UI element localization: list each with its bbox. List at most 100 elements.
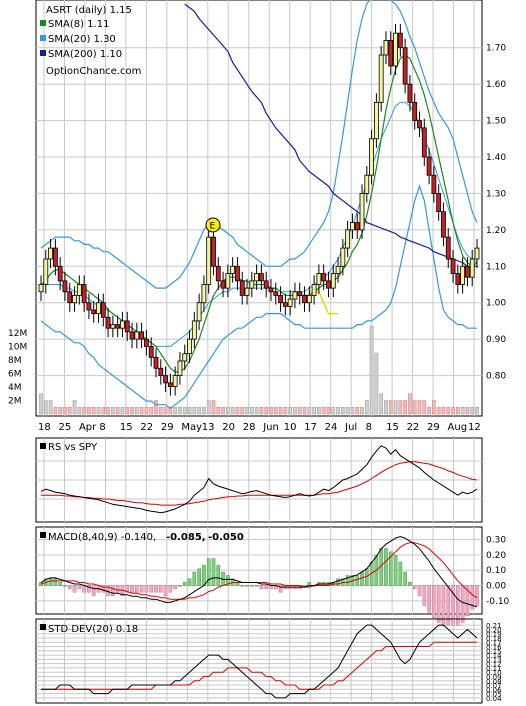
volume-bar: [393, 400, 398, 415]
candle-body: [105, 316, 111, 329]
volume-bar: [398, 400, 403, 415]
earnings-marker[interactable]: [205, 217, 221, 233]
candle-body: [182, 353, 188, 362]
macd-histogram-bar: [58, 581, 62, 586]
macd-line: [40, 536, 478, 608]
macd-histogram-bar: [139, 585, 144, 593]
candle-body: [311, 284, 317, 296]
candle-body: [436, 193, 442, 213]
candle-body: [378, 54, 384, 103]
macd-histogram-bar: [398, 561, 403, 586]
volume-y-tick-label: 6M: [8, 369, 22, 379]
price-y-tick-label: 1.50: [486, 117, 506, 127]
price-y-tick-label: 1.20: [486, 226, 506, 236]
macd-y-tick-labels: 0.30 0.20 0.10 0.00 -0.10: [486, 536, 510, 607]
volume-bar: [187, 406, 192, 415]
volume-bar: [369, 325, 374, 415]
stddev-y-tick-label: 0.05: [486, 691, 502, 699]
volume-bar: [48, 400, 53, 415]
macd-histogram-bar: [197, 568, 201, 586]
x-axis-tick-label: 29: [427, 422, 440, 433]
candle-body: [383, 40, 389, 56]
volume-bar: [460, 406, 465, 415]
stddev-y-tick-label: 0.11: [486, 665, 502, 673]
macd-histogram-bar: [77, 585, 82, 590]
macd-histogram-bar: [475, 585, 479, 606]
candle-body: [67, 291, 73, 304]
stddev-y-tick-label: 0.18: [486, 635, 502, 643]
candle-body: [244, 287, 250, 296]
candle-body: [201, 284, 207, 304]
candle-body: [373, 101, 379, 140]
macd-y-tick-label: 0.30: [486, 536, 506, 546]
candle-body: [278, 295, 283, 304]
legend-swatch-sma8: [40, 20, 46, 26]
macd-title: MACD(8,40,9) -0.140,: [48, 532, 156, 543]
candle-body: [412, 101, 418, 121]
macd-histogram-bar: [436, 585, 441, 623]
volume-bar: [221, 406, 225, 415]
volume-bar: [355, 406, 360, 415]
volume-bar: [432, 400, 436, 415]
macd-histogram-bar: [125, 585, 130, 593]
candle-body: [359, 193, 365, 231]
watermark: OptionChance.com: [46, 66, 141, 77]
candle-body: [263, 280, 269, 289]
candle-body: [211, 236, 216, 267]
macd-histogram-bar: [250, 585, 254, 587]
stddev-y-tick-label: 0.09: [486, 673, 502, 681]
volume-bar: [216, 406, 221, 415]
macd-signal-line: [40, 542, 478, 600]
volume-y-tick-labels: 12M 10M 8M 6M 4M 2M: [8, 329, 27, 407]
candle-body: [407, 83, 413, 103]
volume-y-tick-label: 2M: [8, 396, 22, 406]
candle-body: [177, 360, 183, 376]
candle-body: [335, 265, 341, 274]
candle-body: [230, 265, 236, 274]
volume-bar: [451, 406, 455, 415]
macd-histogram-bar: [264, 585, 268, 590]
price-grid: [36, 0, 482, 416]
volume-bar: [441, 406, 446, 415]
stddev-y-tick-label: 0.10: [486, 669, 502, 677]
stddev-y-tick-label: 0.13: [486, 656, 502, 664]
volume-bar: [139, 406, 144, 415]
candle-body: [474, 247, 480, 260]
price-y-tick-label: 0.80: [486, 372, 506, 382]
price-panel: 1.70 1.60 1.50 1.40 1.30 1.20 1.10 1.00 0.90 0.80…: [8, 0, 506, 417]
volume-y-tick-label: 12M: [8, 329, 27, 339]
x-axis-tick-label: 18: [38, 422, 51, 433]
macd-histogram-bar: [182, 581, 187, 586]
volume-bar: [182, 406, 187, 415]
stddev-panel-frame: [35, 618, 483, 704]
volume-bar: [125, 406, 130, 415]
volume-bar: [82, 406, 86, 415]
volume-bar: [249, 406, 254, 415]
volume-bar: [72, 400, 77, 415]
volume-bar: [408, 393, 412, 415]
stddev-sma-line: [41, 641, 477, 690]
macd-histogram-bar: [226, 575, 230, 586]
price-y-tick-label: 1.60: [486, 80, 506, 90]
stddev-y-tick-label: 0.14: [486, 652, 502, 660]
candle-body: [167, 382, 173, 387]
stddev-line: [41, 624, 478, 699]
candle-body: [460, 265, 466, 285]
price-y-tick-label: 1.40: [486, 153, 506, 163]
volume-bar: [364, 400, 369, 415]
volume-bar: [111, 406, 115, 415]
candle-body: [43, 258, 49, 285]
macd-histogram-bar: [163, 585, 168, 596]
candle-body: [426, 156, 432, 176]
candle-body: [306, 295, 312, 304]
x-axis-tick-label: Jul: [344, 422, 357, 433]
volume-bar: [173, 406, 178, 415]
volume-bar: [168, 406, 173, 415]
x-axis-tick-label: 10: [284, 422, 297, 433]
macd-histogram-bar: [355, 575, 360, 586]
candles: [38, 24, 480, 396]
volume-y-tick-label: 4M: [8, 383, 22, 393]
macd-histogram-bar: [63, 585, 67, 587]
candle-body: [144, 338, 149, 347]
x-axis-tick-label: 29: [161, 422, 174, 433]
